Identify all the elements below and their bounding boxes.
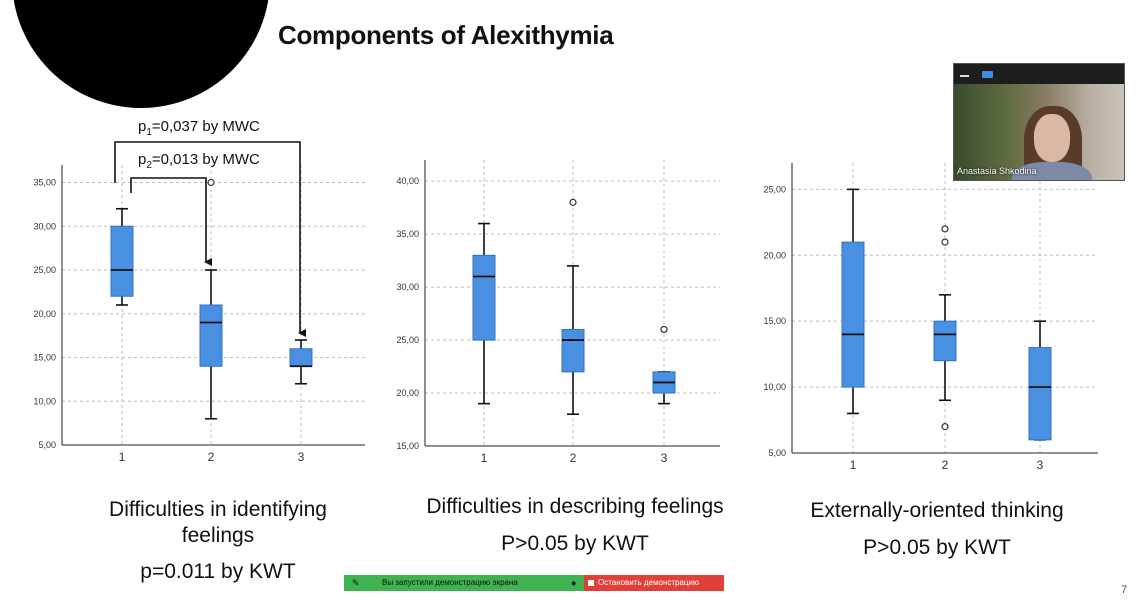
y-tick-label: 30,00 (33, 221, 56, 231)
caption-externally-stat: P>0.05 by KWT (863, 536, 1011, 559)
boxplot-identifying-feelings: 5,00 10,00 15,00 20,00 25,00 30,00 35,00 1 2 3 (33, 165, 365, 464)
caption-externally: Externally-oriented thinking P>0.05 by K… (772, 498, 1102, 561)
camera-icon[interactable] (982, 71, 993, 78)
box-iqr (110, 225, 134, 297)
y-tick-label: 20,00 (33, 309, 56, 319)
pin-icon[interactable]: ✎ (352, 578, 360, 588)
outlier-point (207, 178, 215, 187)
y-tick-label: 40,00 (396, 176, 419, 186)
box-iqr (472, 254, 496, 341)
y-tick-label: 20,00 (396, 388, 419, 398)
y-tick-label: 35,00 (396, 229, 419, 239)
boxplot-externally-oriented: 5,00 10,00 15,00 20,00 25,00 1 2 3 (763, 163, 1098, 472)
y-tick-label: 15,00 (396, 441, 419, 451)
participant-name: Anastasia Shkodina (957, 166, 1037, 176)
y-tick-label: 10,00 (763, 382, 786, 392)
stop-share-button[interactable]: Остановить демонстрацию (584, 575, 724, 591)
bracket-p2 (130, 177, 212, 266)
x-tick-label: 3 (661, 451, 668, 465)
outlier-point (941, 225, 949, 233)
outlier-point (941, 238, 949, 246)
screen-share-bar: ✎ Вы запустили демонстрацию экрана ● Ост… (344, 575, 724, 591)
caption-describing: Difficulties in describing feelings P>0.… (395, 494, 755, 557)
p1-annotation: p1=0,037 by MWC (138, 118, 260, 138)
caption-describing-line1: Difficulties in describing feelings (426, 495, 724, 518)
caption-identifying: Difficulties in identifying feelings p=0… (60, 497, 376, 585)
person-shoulders (1012, 162, 1092, 180)
caption-identifying-line1: Difficulties in identifying (109, 498, 327, 521)
share-status-label: Вы запустили демонстрацию экрана (382, 578, 518, 587)
person-face (1034, 114, 1070, 162)
box-iqr (1028, 347, 1052, 441)
x-tick-label: 2 (942, 458, 949, 472)
slide-title: Components of Alexithymia (278, 20, 614, 50)
x-tick-label: 1 (850, 458, 857, 472)
boxplot-describing-feelings: 15,00 20,00 25,00 30,00 35,00 40,00 1 2 3 (396, 160, 720, 465)
y-tick-label: 30,00 (396, 282, 419, 292)
significance-brackets (114, 141, 306, 337)
x-tick-label: 2 (208, 450, 215, 464)
webcam-video (954, 84, 1124, 180)
y-tick-label: 25,00 (33, 265, 56, 275)
caption-identifying-stat: p=0.011 by KWT (140, 560, 296, 583)
stop-share-label: Остановить демонстрацию (598, 578, 699, 587)
caption-identifying-line2: feelings (181, 524, 255, 547)
outlier-point (941, 423, 949, 431)
y-tick-label: 10,00 (33, 396, 56, 406)
y-tick-label: 5,00 (38, 440, 56, 450)
y-tick-label: 25,00 (396, 335, 419, 345)
webcam-toolbar (954, 64, 1124, 84)
box-iqr (561, 328, 585, 373)
stop-icon (588, 580, 594, 586)
shield-icon: ● (571, 578, 577, 588)
box-iqr (199, 304, 223, 367)
x-tick-label: 1 (119, 450, 126, 464)
x-tick-label: 1 (481, 451, 488, 465)
y-tick-label: 15,00 (763, 316, 786, 326)
box-iqr (933, 320, 957, 362)
outlier-point (660, 325, 668, 334)
share-status: ✎ Вы запустили демонстрацию экрана ● (344, 575, 584, 591)
y-tick-label: 5,00 (768, 448, 786, 458)
minimize-icon[interactable] (960, 75, 969, 77)
x-tick-label: 3 (298, 450, 305, 464)
webcam-overlay[interactable]: Anastasia Shkodina (953, 63, 1125, 181)
y-tick-label: 20,00 (763, 250, 786, 260)
outlier-point (569, 198, 577, 206)
bracket-p1 (114, 141, 306, 337)
p2-annotation: p2=0,013 by MWC (138, 151, 260, 171)
y-tick-label: 15,00 (33, 353, 56, 363)
y-tick-label: 25,00 (763, 184, 786, 194)
caption-externally-line1: Externally-oriented thinking (810, 499, 1064, 522)
box-iqr (841, 241, 865, 388)
y-tick-label: 35,00 (33, 178, 56, 188)
x-tick-label: 2 (570, 451, 577, 465)
page-number: 7 (1121, 584, 1128, 596)
x-tick-label: 3 (1037, 458, 1044, 472)
caption-describing-stat: P>0.05 by KWT (501, 532, 649, 555)
